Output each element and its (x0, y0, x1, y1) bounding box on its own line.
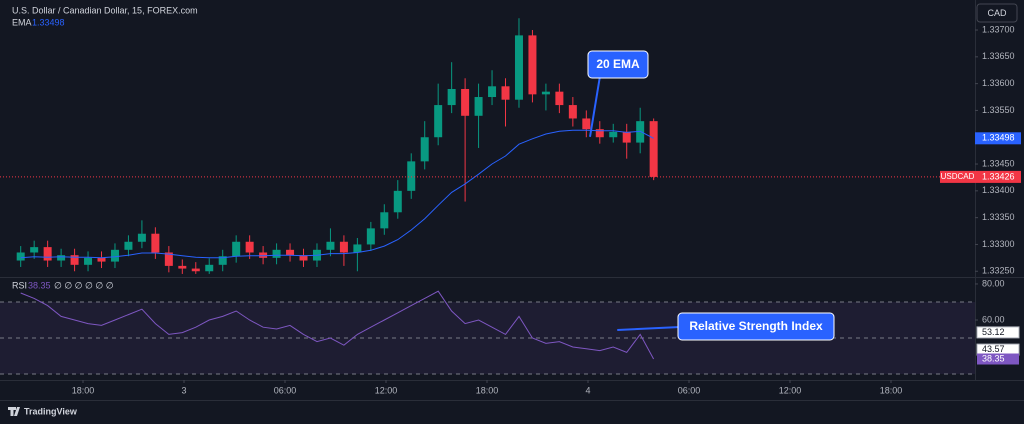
annotation-box (677, 312, 835, 341)
chart-title: U.S. Dollar / Canadian Dollar, 15, FOREX… (12, 5, 198, 15)
rsi-legend: RSI (12, 280, 27, 290)
candle-body (137, 233, 146, 242)
candle-body (595, 129, 604, 138)
candle-body (555, 91, 564, 106)
candle-body (649, 121, 658, 177)
x-tick-label: 06:00 (678, 385, 701, 395)
candle-body (299, 255, 308, 261)
ema-value-label: 1.33498 (982, 133, 1015, 143)
candle-body (70, 255, 79, 265)
x-tick-label: 18:00 (72, 385, 95, 395)
rsi-line (20, 290, 655, 360)
rsi-y-tick-label: 60.00 (982, 314, 1005, 324)
candle-body (514, 35, 523, 100)
y-tick-label: 1.33700 (982, 24, 1015, 34)
candle-body (245, 241, 254, 253)
annotation-text: Relative Strength Index (689, 319, 823, 333)
candle-body (366, 228, 375, 245)
candle-body (151, 233, 160, 253)
candle-body (447, 88, 456, 106)
candle-body (380, 212, 389, 229)
candle-body (420, 137, 429, 162)
symbol-tag (940, 170, 975, 183)
candle-body (164, 252, 173, 266)
candle-body (622, 131, 631, 143)
y-tick-label: 1.33550 (982, 105, 1015, 115)
candle-body (218, 256, 227, 265)
candle-body (97, 257, 106, 262)
symbol-label: USDCAD (941, 172, 975, 181)
y-tick-label: 1.33250 (982, 266, 1015, 276)
rsi-scale-label: 43.57 (982, 344, 1005, 354)
y-tick-label: 1.33350 (982, 212, 1015, 222)
candle-body (461, 88, 470, 116)
rsi-scale-label: 53.12 (982, 327, 1005, 337)
logo-text: TradingView (24, 406, 78, 416)
candle-body (339, 241, 348, 253)
x-tick-label: 18:00 (880, 385, 903, 395)
y-tick-label: 1.33600 (982, 78, 1015, 88)
annotation-text: 20 EMA (596, 57, 640, 71)
x-tick-label: 12:00 (779, 385, 802, 395)
rsi-scale-tag (976, 326, 1020, 339)
ema-tag (975, 132, 1021, 145)
candle-body (43, 247, 52, 261)
candle-body (30, 247, 39, 253)
candle-body (57, 255, 66, 261)
y-tick-label: 1.33650 (982, 51, 1015, 61)
candle-body (110, 249, 119, 262)
candle-body (636, 121, 645, 143)
candle-body (582, 118, 591, 130)
candle-body (326, 241, 335, 250)
x-tick-label: 3 (181, 385, 186, 395)
candle-body (407, 161, 416, 191)
rsi-legend-extra: ∅ ∅ ∅ ∅ ∅ ∅ (54, 280, 114, 290)
candle-body (286, 249, 295, 256)
candle-body (488, 86, 497, 98)
ema-legend: EMA (12, 17, 32, 27)
annotation-pointer (589, 75, 601, 138)
x-tick-label: 06:00 (274, 385, 297, 395)
currency-label[interactable]: CAD (987, 8, 1007, 18)
candle-body (272, 249, 281, 258)
candle-body (528, 35, 537, 95)
candle-body (353, 244, 362, 253)
ema-line (20, 129, 654, 259)
x-tick-label: 18:00 (476, 385, 499, 395)
candle-body (191, 268, 200, 272)
candle-body (568, 105, 577, 119)
candle-body (178, 265, 187, 269)
x-tick-label: 4 (585, 385, 590, 395)
last-price-label: 1.33426 (982, 171, 1015, 181)
x-tick-label: 12:00 (375, 385, 398, 395)
candle-body (609, 131, 618, 138)
candle-body (501, 86, 510, 100)
annotation-box (587, 50, 649, 79)
ema-legend-value: 1.33498 (32, 17, 65, 27)
currency-button[interactable] (976, 3, 1018, 23)
candle-body (84, 257, 93, 265)
rsi-value-label: 38.35 (982, 353, 1005, 363)
candle-body (232, 241, 241, 257)
last-price-tag (975, 170, 1021, 183)
candles (16, 18, 658, 274)
y-tick-label: 1.33450 (982, 158, 1015, 168)
candle-body (434, 105, 443, 138)
candle-body (16, 252, 25, 261)
annotation-pointer (617, 326, 681, 331)
candle-body (393, 190, 402, 213)
y-tick-label: 1.33300 (982, 239, 1015, 249)
candle-body (124, 241, 133, 250)
rsi-legend-value: 38.35 (28, 280, 51, 290)
candle-body (259, 252, 268, 258)
rsi-y-tick-label: 80.00 (982, 278, 1005, 288)
candle-body (541, 91, 550, 95)
candle-body (205, 264, 214, 272)
logo-icon (8, 407, 20, 416)
y-tick-label: 1.33400 (982, 185, 1015, 195)
rsi-value-tag (977, 353, 1019, 365)
candle-body (474, 97, 483, 116)
